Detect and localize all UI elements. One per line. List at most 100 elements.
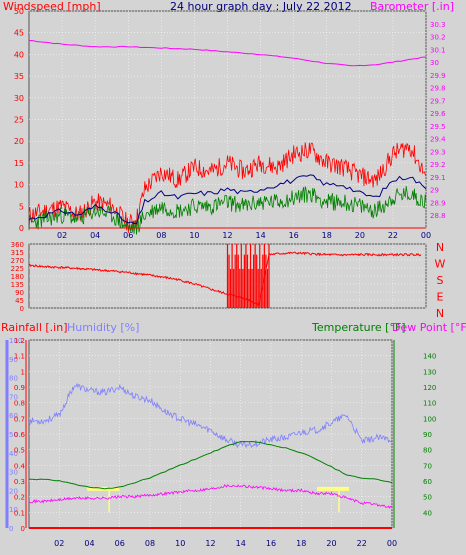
- wind-x-tick-label: 20: [355, 231, 365, 240]
- barometer-tick-label: 30.2: [430, 34, 446, 42]
- weather-x-tick-label: 14: [236, 539, 246, 548]
- series-layer: [28, 39, 427, 529]
- direction-line: [28, 251, 422, 306]
- wind-x-tick-label: 00: [421, 231, 431, 240]
- humidity-tick-label: 10: [9, 506, 18, 514]
- wind-x-tick-label: 06: [123, 231, 133, 240]
- compass-label: W: [435, 258, 446, 271]
- rainfall-tick-label: 0.3: [14, 478, 25, 486]
- direction-tick-label: 315: [11, 249, 24, 257]
- temperature-tick-label: 120: [423, 384, 436, 392]
- wind-average-line: [28, 174, 427, 225]
- humidity-tick-label: 90: [9, 356, 18, 364]
- wind-x-tick-label: 02: [57, 231, 67, 240]
- weather-x-tick-label: 12: [205, 539, 215, 548]
- barometer-tick-label: 29.9: [430, 72, 446, 80]
- barometer-tick-label: 29.8: [430, 85, 446, 93]
- rainfall-tick-label: 0.1: [14, 509, 25, 517]
- barometer-tick-label: 29.3: [430, 148, 446, 156]
- rainfall-tick-label: 1.1: [14, 353, 25, 361]
- windspeed-tick-label: 40: [14, 50, 24, 59]
- wind-x-tick-label: 08: [156, 231, 166, 240]
- wind-gust-line: [28, 142, 427, 234]
- direction-tick-label: 90: [15, 289, 24, 297]
- humidity-tick-label: 80: [9, 375, 18, 383]
- windspeed-tick-label: 20: [14, 137, 24, 146]
- temperature-tick-label: 110: [423, 400, 436, 408]
- humidity-tick-label: 70: [9, 393, 18, 401]
- humidity-axis-title: Humidity [%]: [67, 321, 139, 334]
- barometer-tick-label: 30.3: [430, 21, 446, 29]
- page-title: 24 hour graph day : July 22 2012: [170, 0, 352, 13]
- compass-label: N: [436, 307, 444, 320]
- humidity-tick-label: 50: [9, 431, 18, 439]
- barometer-tick-label: 29.4: [430, 136, 446, 144]
- barometer-tick-label: 28.9: [430, 199, 446, 207]
- compass-label: S: [437, 274, 444, 287]
- wind-low-line: [28, 185, 427, 235]
- dewpoint-axis-title: Dew Point [°F]: [392, 321, 466, 334]
- rainfall-tick-label: 1.2: [14, 337, 25, 345]
- temperature-tick-label: 40: [423, 509, 432, 517]
- direction-tick-label: 180: [11, 273, 24, 281]
- temperature-tick-label: 140: [423, 353, 436, 361]
- rainfall-tick-label: 0.8: [14, 400, 25, 408]
- compass-label: N: [436, 241, 444, 254]
- temperature-axis-title: Temperature [°F]: [311, 321, 406, 334]
- temperature-line: [28, 440, 393, 490]
- windspeed-tick-label: 35: [14, 72, 24, 81]
- weather-x-tick-label: 22: [357, 539, 367, 548]
- temperature-tick-label: 80: [423, 447, 432, 455]
- wind-x-tick-label: 14: [255, 231, 265, 240]
- wind-x-tick-label: 22: [388, 231, 398, 240]
- humidity-tick-label: 30: [9, 469, 18, 477]
- barometer-tick-label: 30.1: [430, 46, 446, 54]
- barometer-tick-label: 29.2: [430, 161, 446, 169]
- windspeed-tick-label: 5: [19, 202, 24, 211]
- weather-x-tick-label: 04: [84, 539, 94, 548]
- wind-x-tick-label: 18: [322, 231, 332, 240]
- windspeed-tick-label: 45: [14, 29, 24, 38]
- direction-tick-label: 135: [11, 281, 24, 289]
- rainfall-tick-label: 0.4: [14, 462, 26, 470]
- weather-x-tick-label: 02: [54, 539, 64, 548]
- windspeed-tick-label: 0: [19, 224, 24, 233]
- weather-x-tick-label: 06: [115, 539, 125, 548]
- direction-tick-label: 270: [11, 257, 24, 265]
- temperature-tick-label: 130: [423, 368, 436, 376]
- humidity-line: [28, 382, 393, 449]
- temperature-tick-label: 90: [423, 431, 432, 439]
- weather-x-tick-label: 18: [296, 539, 306, 548]
- dewpoint-line: [28, 484, 393, 509]
- humidity-tick-label: 100: [9, 337, 22, 345]
- barometer-tick-label: 29.5: [430, 123, 446, 131]
- barometer-tick-label: 29: [430, 187, 439, 195]
- humidity-tick-label: 0: [9, 525, 13, 533]
- weather-x-tick-label: 16: [266, 539, 276, 548]
- tick-labels: 0 5 10 15 20 25 30 35 40 45 50 28.8 28.9 29 29.1 29.2 29…: [9, 7, 446, 548]
- rainfall-tick-label: 0.2: [14, 494, 25, 502]
- windspeed-tick-label: 50: [14, 7, 24, 16]
- humidity-tick-label: 60: [9, 412, 18, 420]
- wind-x-tick-label: 12: [222, 231, 232, 240]
- direction-tick-label: 0: [20, 305, 24, 313]
- rainfall-axis-title: Rainfall [.in]: [1, 321, 68, 334]
- rainfall-tick-label: 0.5: [14, 447, 25, 455]
- direction-tick-label: 225: [11, 265, 24, 273]
- windspeed-tick-label: 25: [14, 116, 24, 125]
- direction-tick-label: 45: [15, 297, 24, 305]
- barometer-tick-label: 28.8: [430, 212, 446, 220]
- rainfall-tick-label: 0.7: [14, 415, 25, 423]
- temperature-tick-label: 70: [423, 462, 432, 470]
- barometer-tick-label: 29.6: [430, 110, 446, 118]
- temperature-tick-label: 100: [423, 415, 436, 423]
- weather-x-tick-label: 00: [387, 539, 397, 548]
- temperature-tick-label: 50: [423, 494, 432, 502]
- weather-x-tick-label: 08: [145, 539, 155, 548]
- barometer-axis-title: Barometer [.in]: [370, 0, 454, 13]
- barometer-tick-label: 29.1: [430, 174, 446, 182]
- rainfall-tick-label: 0.9: [14, 384, 25, 392]
- windspeed-tick-label: 15: [14, 159, 24, 168]
- wind-x-tick-label: 04: [90, 231, 100, 240]
